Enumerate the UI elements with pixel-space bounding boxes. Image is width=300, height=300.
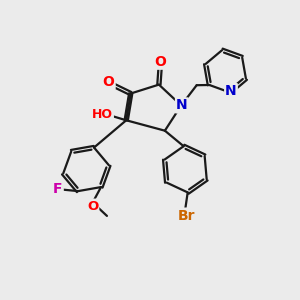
Text: Br: Br [178,208,195,223]
Text: HO: HO [92,107,113,121]
Text: O: O [154,55,166,69]
Text: F: F [53,182,63,196]
Text: O: O [103,75,115,88]
Text: O: O [87,200,98,213]
Text: N: N [225,84,237,98]
Text: N: N [176,98,188,112]
